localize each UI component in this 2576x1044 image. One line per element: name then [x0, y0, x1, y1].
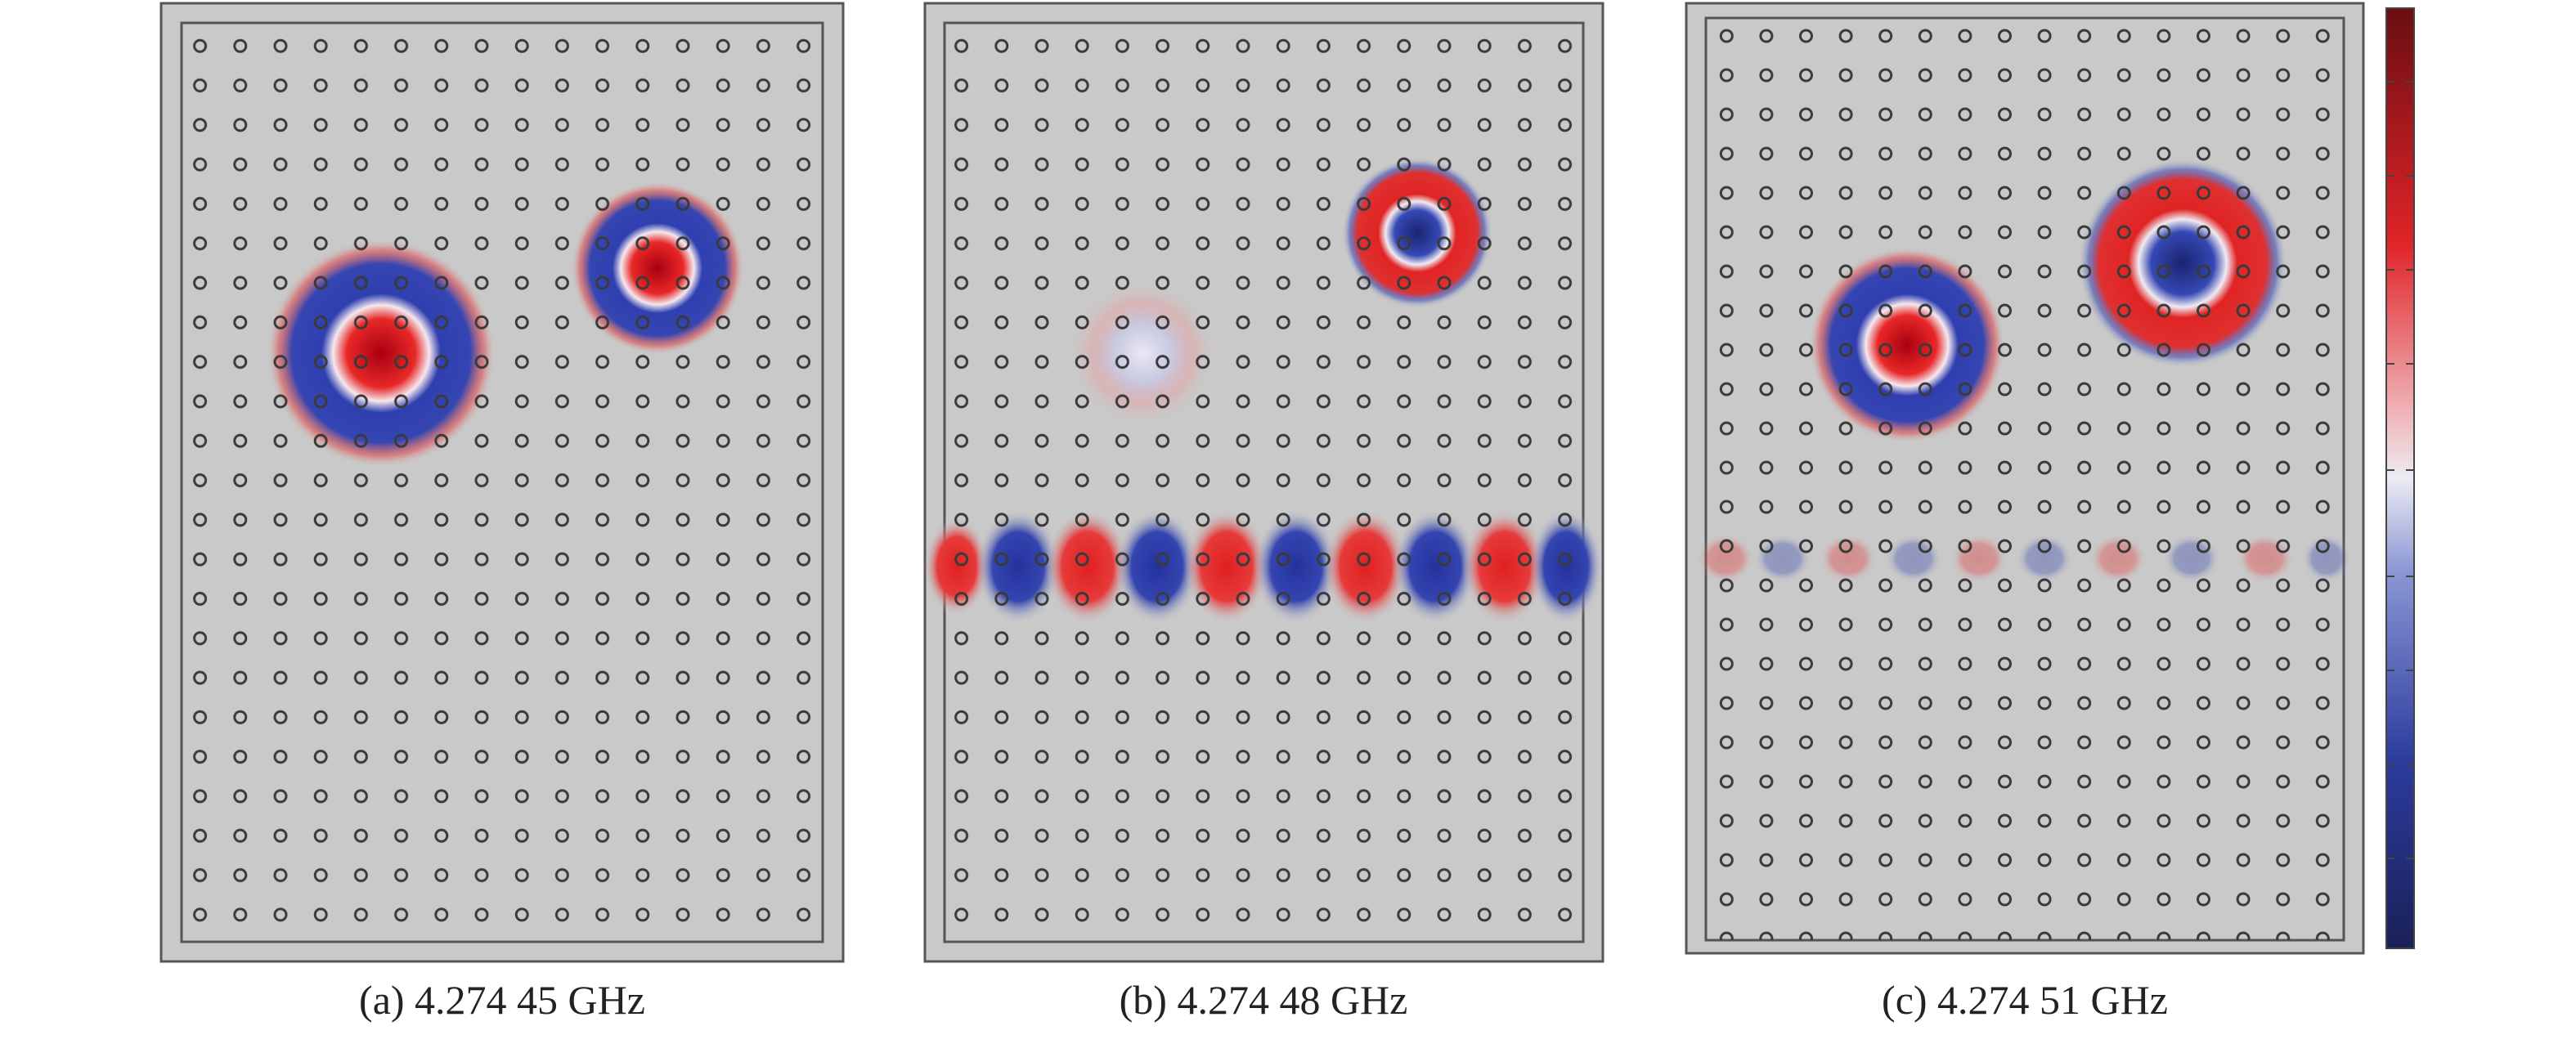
caption: (c) 4.274 51 GHz — [1882, 977, 2168, 1023]
caption: (b) 4.274 48 GHz — [1120, 977, 1408, 1023]
colorbar — [2385, 7, 2415, 949]
pillar-lattice — [1706, 18, 2344, 940]
panel-c — [1685, 2, 2365, 955]
caption: (a) 4.274 45 GHz — [359, 977, 645, 1023]
panel-b — [923, 2, 1604, 963]
pillar-lattice — [182, 23, 823, 942]
colorbar-ticks — [2386, 81, 2414, 859]
panel-a — [159, 2, 845, 963]
pillar-lattice — [945, 23, 1583, 942]
